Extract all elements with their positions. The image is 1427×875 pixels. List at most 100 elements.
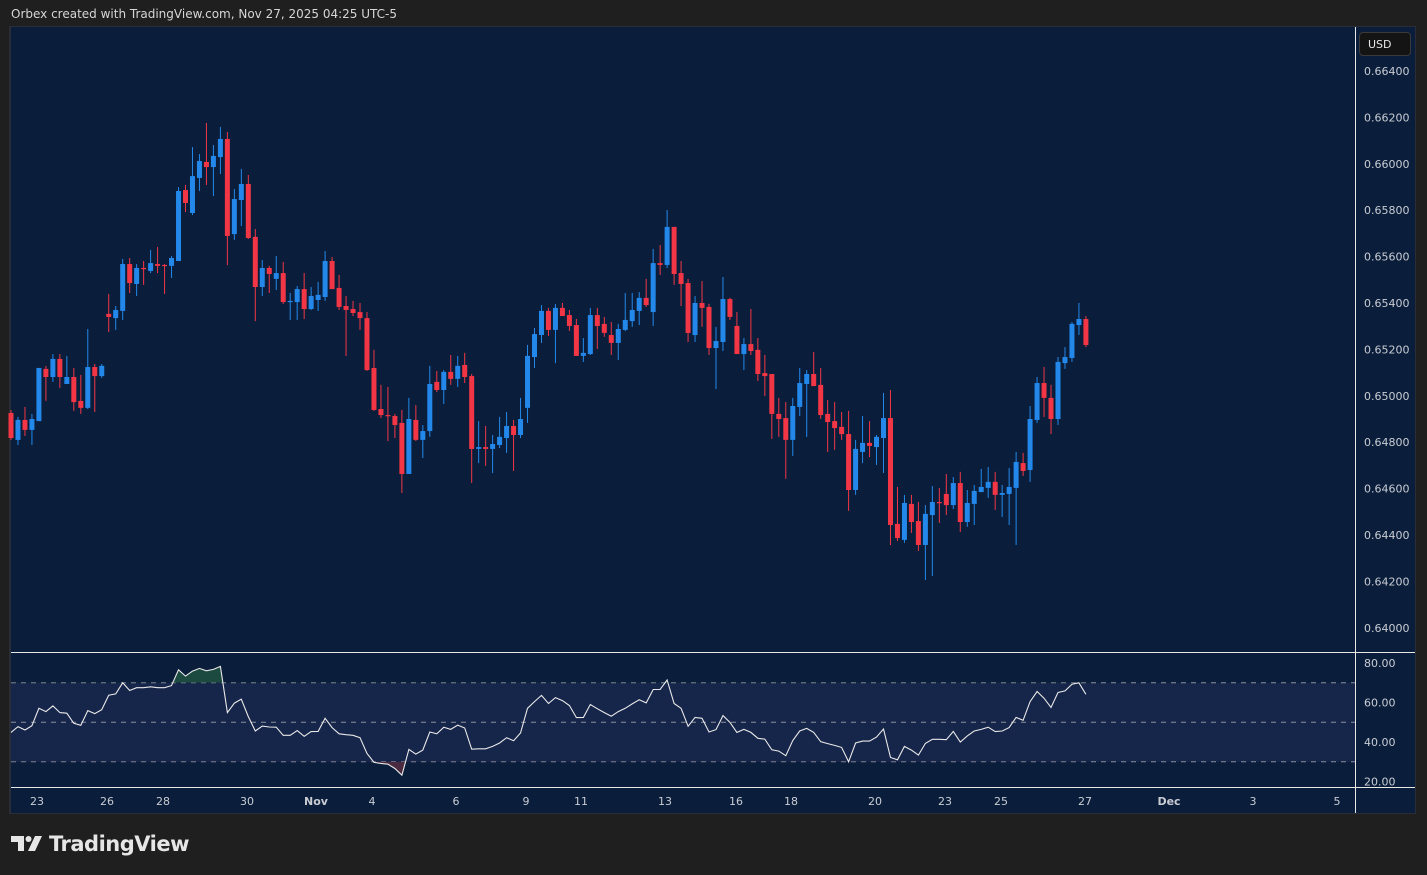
candle [224,132,230,265]
candle [922,505,928,581]
candle [971,484,977,526]
candle-body [36,367,42,422]
candle-body [511,425,517,436]
candle-body [999,493,1005,495]
candle [29,413,35,445]
candle [189,147,195,216]
candle [469,373,475,484]
currency-button[interactable]: USD [1359,32,1411,56]
candle-body [1083,319,1089,345]
candle-body [894,523,900,539]
candle [490,435,496,474]
candle-body [901,502,907,540]
candle [552,303,558,364]
candle-body [755,349,761,374]
candle [992,471,998,510]
candle [504,412,510,453]
candle-body [741,344,747,355]
candle [671,226,677,285]
candle [636,292,642,326]
candle-body [155,264,161,266]
candle [259,260,265,297]
candle-body [797,383,803,407]
candle [1083,315,1089,348]
candle [1027,406,1033,482]
candle-body [580,352,586,356]
candle [71,367,77,411]
candle [238,168,244,226]
price-tick-label: 0.64800 [1364,436,1410,449]
candle [392,413,398,439]
candle-body [957,483,963,523]
candle [43,365,49,401]
candle [594,307,600,349]
candle [664,209,670,268]
candle-body [141,267,147,270]
candle [113,306,119,330]
candle [734,312,740,355]
rsi-tick-label: 20.00 [1364,776,1396,789]
candle [336,274,342,310]
candle-body [350,309,356,313]
time-tick-label: Nov [304,795,329,808]
candle-body [273,273,279,279]
candle [985,467,991,498]
candle [566,309,572,332]
candle [657,245,663,275]
candle [1006,467,1012,526]
candle-body [727,299,733,317]
candle [818,367,824,419]
time-tick-label: 4 [369,795,376,808]
candle-body [176,190,182,262]
candle-body [1048,397,1054,419]
candle [860,415,866,464]
candle [78,374,84,414]
price-tick-label: 0.66400 [1364,65,1410,78]
candle-body [22,419,28,430]
time-tick-label: 6 [453,795,460,808]
candle [1062,347,1068,369]
candle-body [936,502,942,504]
candle-body [992,481,998,495]
candle [727,297,733,320]
candle [1076,303,1082,336]
candle-body [245,183,251,239]
candle-body [29,419,35,430]
candle [85,328,91,410]
candle [538,305,544,343]
rsi-tick-label: 60.00 [1364,697,1396,710]
time-axis[interactable]: 23 26 28 30 Nov 4 6 9 11 13 16 18 20 23 25 27 Dec 3 5 [30,795,1341,808]
candle [434,370,440,393]
candle [699,280,705,327]
candle-body [217,138,223,158]
candle [217,126,223,175]
candle-body [413,419,419,440]
candle-body [783,418,789,440]
candle-body [420,431,426,440]
candle-body [566,315,572,326]
candle-body [448,371,454,379]
tradingview-logo[interactable]: TradingView [11,832,189,856]
candle-body [134,267,140,284]
candle [162,264,168,294]
candle [678,261,684,307]
candle-body [685,283,691,333]
candle-body [106,313,112,317]
candle [266,265,272,294]
candle-body [231,199,237,235]
candle [1020,452,1026,477]
candle-body [1076,319,1082,326]
candle [134,264,140,297]
candle [811,351,817,387]
candle-body [615,328,621,343]
candle [287,293,293,320]
candle [881,393,886,474]
time-tick-label: 16 [729,795,743,808]
candle-body [853,448,859,490]
candle [915,502,921,552]
candle-body [378,409,384,416]
candle-body [587,315,593,355]
candle-body [148,263,154,271]
candle [685,278,691,342]
